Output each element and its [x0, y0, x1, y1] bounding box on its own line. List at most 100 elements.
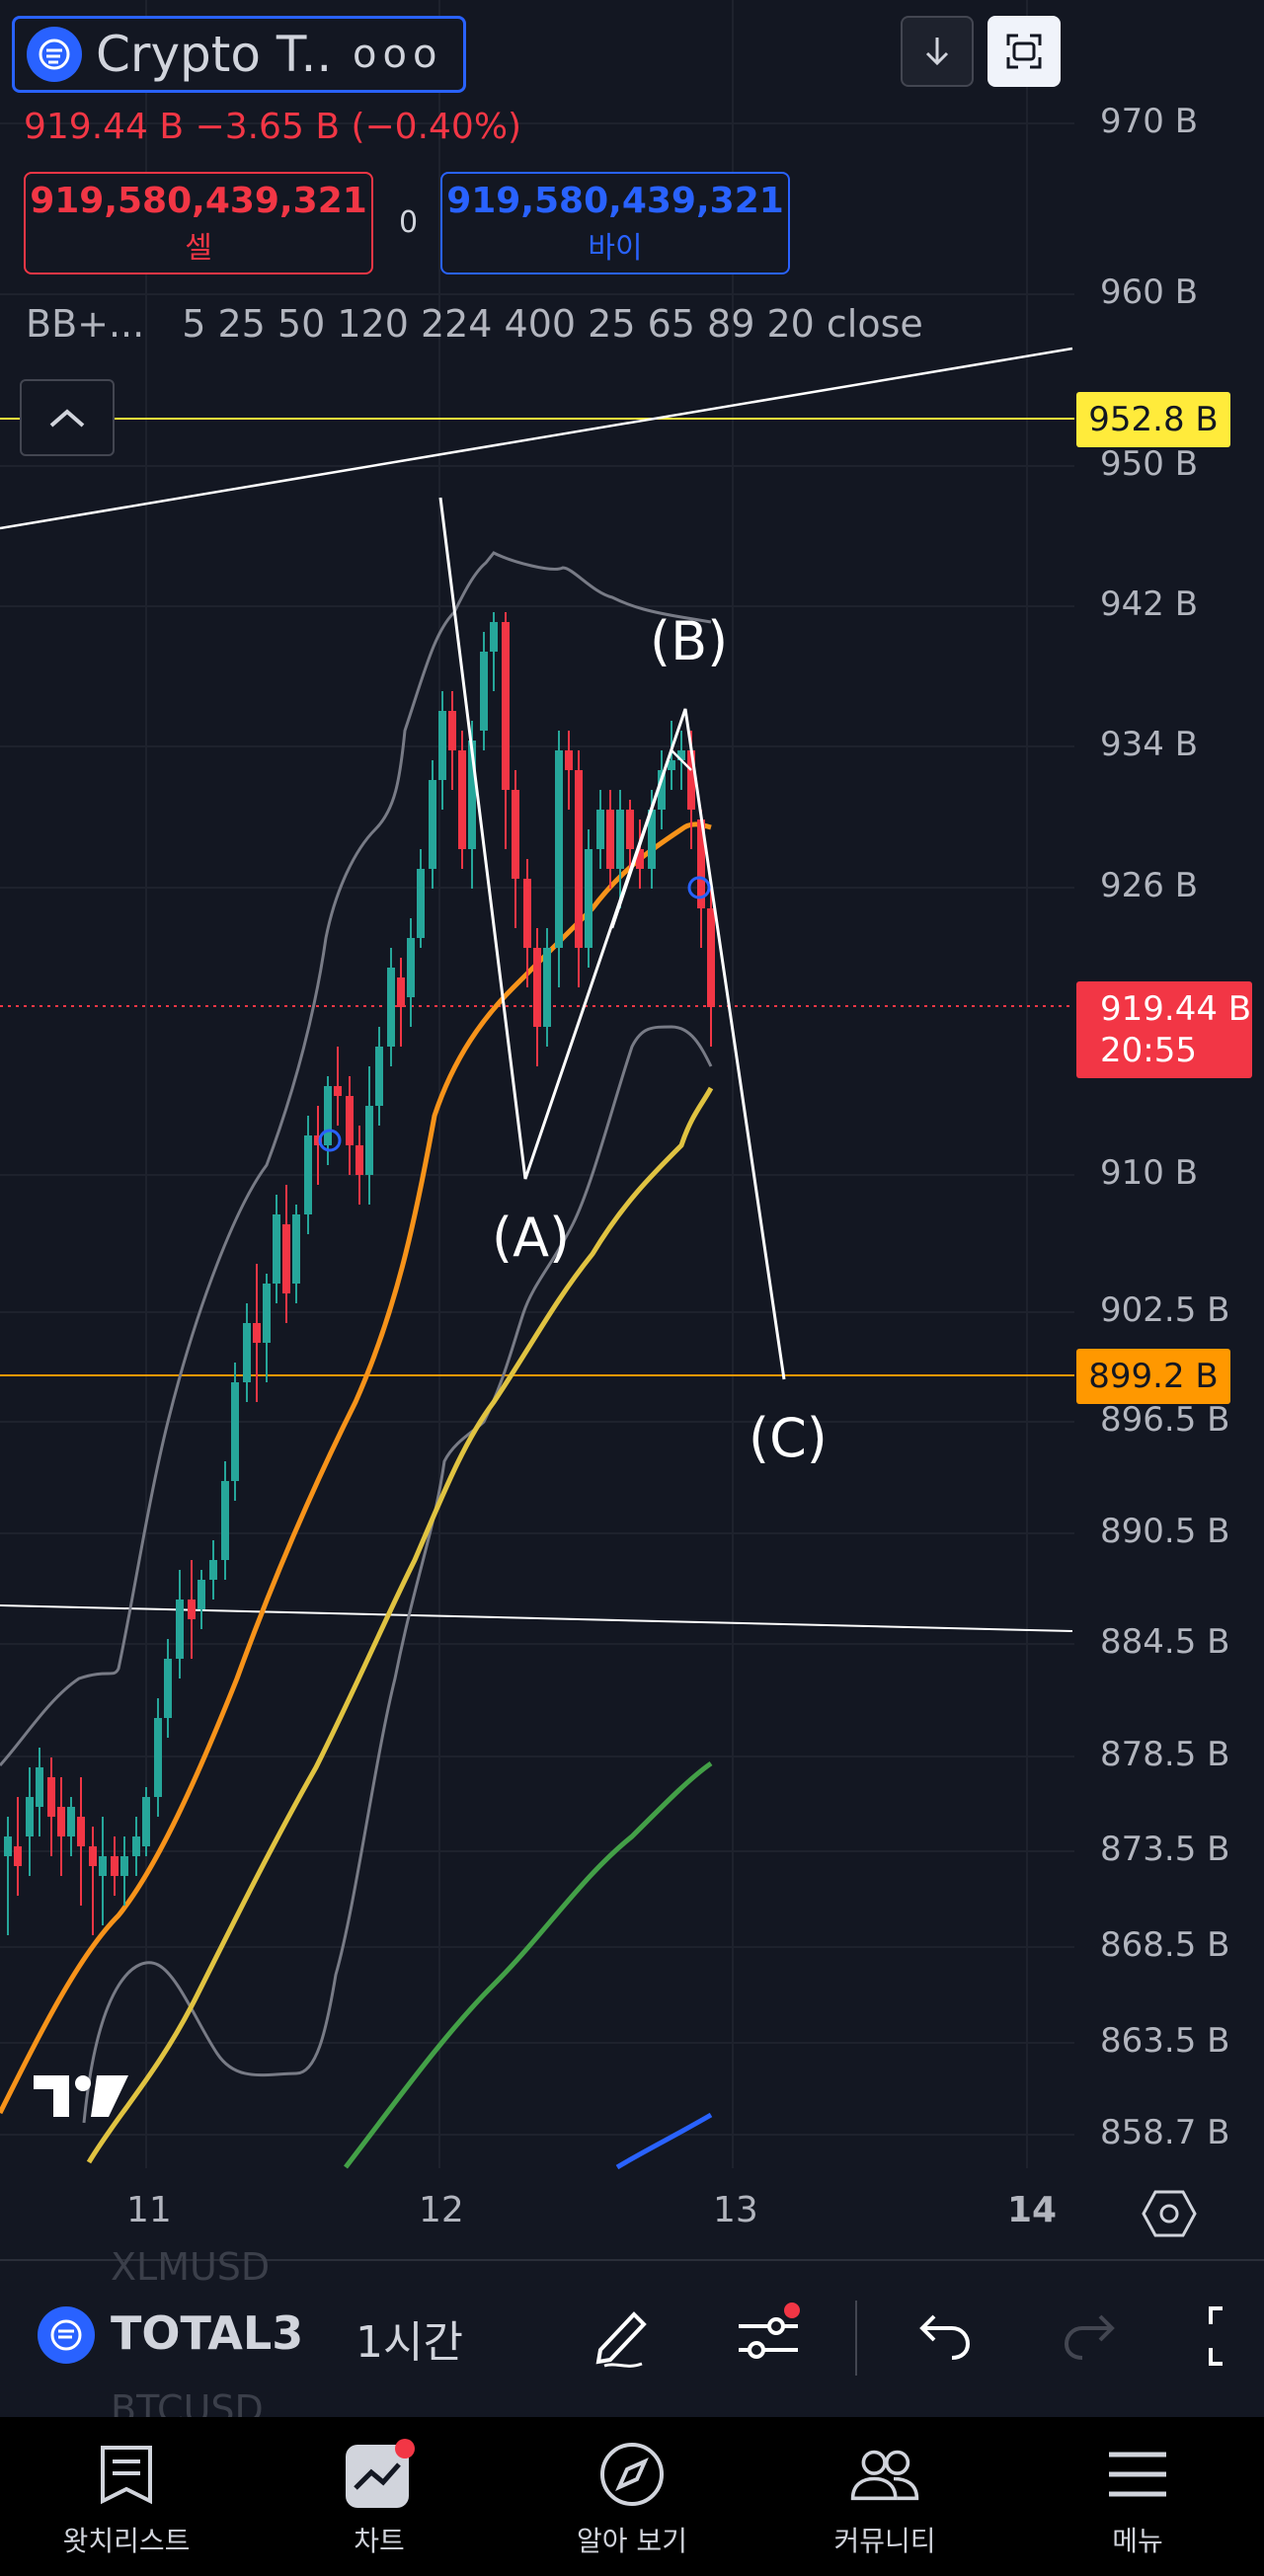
candle	[523, 859, 531, 987]
spread-value: 0	[399, 205, 419, 240]
candle	[304, 1116, 312, 1234]
download-button[interactable]	[901, 16, 974, 87]
fullscreen-icon	[1006, 34, 1042, 69]
candle	[707, 889, 715, 1047]
candle	[616, 790, 624, 908]
buy-button[interactable]: 919,580,439,321 바이	[440, 172, 790, 274]
current-price: 919.44 B	[1100, 989, 1252, 1029]
nav-label: 알아 보기	[577, 2525, 687, 2557]
ghost-symbol-above: XLMUSD	[111, 2245, 271, 2289]
fullscreen-toggle-button[interactable]	[1205, 2304, 1264, 2372]
candle	[120, 1836, 128, 1906]
upper-trendline	[0, 347, 1073, 530]
candle	[221, 1461, 229, 1580]
lower-trendline	[0, 1604, 1073, 1632]
price-axis-label: 910 B	[1100, 1153, 1199, 1193]
price-axis-label: 902.5 B	[1100, 1290, 1230, 1330]
candle	[543, 928, 551, 1047]
hamburger-menu-icon	[1102, 2439, 1173, 2510]
undo-button[interactable]	[907, 2304, 978, 2372]
candle	[77, 1777, 85, 1906]
orange-level-tag: 899.2 B	[1076, 1349, 1230, 1404]
collapse-legend-button[interactable]	[20, 379, 115, 456]
compass-icon	[596, 2439, 668, 2510]
wave-label-c: (C)	[749, 1407, 828, 1469]
candle	[606, 790, 614, 889]
watchlist-icon	[91, 2439, 162, 2510]
bar-countdown: 20:55	[1100, 1031, 1197, 1070]
nav-menu[interactable]: 메뉴	[1011, 2417, 1264, 2576]
indicator-legend[interactable]: BB+... 5 25 50 120 224 400 25 65 89 20 cl…	[26, 302, 923, 346]
signal-marker	[687, 876, 711, 899]
redo-icon	[1064, 2314, 1115, 2360]
nav-explore[interactable]: 알아 보기	[506, 2417, 758, 2576]
candle	[448, 691, 456, 790]
wave-label-a: (A)	[492, 1207, 571, 1269]
toolbar-symbol[interactable]: TOTAL3	[111, 2306, 304, 2360]
buy-price: 919,580,439,321	[446, 180, 784, 221]
sell-price: 919,580,439,321	[30, 180, 367, 221]
candle	[57, 1777, 65, 1876]
time-label: 12	[419, 2190, 464, 2230]
ma-blue	[615, 2112, 713, 2170]
chart-grid	[0, 0, 1074, 2168]
candle	[132, 1817, 140, 1876]
nav-label: 왓치리스트	[62, 2525, 191, 2557]
candle	[334, 1047, 342, 1126]
sell-label: 셀	[185, 230, 212, 266]
candle	[387, 948, 395, 1066]
price-axis-label: 942 B	[1100, 585, 1199, 624]
redo-button[interactable]	[1057, 2304, 1128, 2372]
candle	[490, 612, 498, 691]
candle	[111, 1836, 118, 1896]
candle	[658, 750, 666, 829]
candle	[502, 612, 510, 849]
candle	[99, 1817, 107, 1925]
candle	[188, 1560, 196, 1659]
interval-selector[interactable]: 1시간	[356, 2317, 463, 2368]
ma-orange	[0, 821, 712, 2115]
candle	[14, 1797, 22, 1896]
bollinger-upper-band	[0, 551, 712, 1766]
price-axis-label: 884.5 B	[1100, 1622, 1230, 1662]
candle	[346, 1076, 354, 1175]
candle	[47, 1757, 55, 1856]
candle	[164, 1639, 172, 1738]
time-label: 11	[126, 2190, 172, 2230]
nav-community[interactable]: 커뮤니티	[758, 2417, 1011, 2576]
candle	[243, 1303, 251, 1402]
draw-tool-button[interactable]	[587, 2301, 658, 2376]
candlesticks	[4, 612, 715, 1935]
fullscreen-button[interactable]	[988, 16, 1061, 87]
candle	[575, 750, 583, 987]
nav-label: 커뮤니티	[833, 2525, 936, 2557]
indicators-button[interactable]	[733, 2301, 804, 2376]
price-axis-label: 858.7 B	[1100, 2113, 1230, 2152]
candle	[429, 760, 436, 889]
nav-label: 메뉴	[1112, 2525, 1163, 2557]
nav-chart[interactable]: 차트	[253, 2417, 506, 2576]
candle	[565, 731, 573, 810]
symbol-icon[interactable]	[38, 2306, 95, 2364]
candle	[209, 1540, 217, 1600]
nav-watchlist[interactable]: 왓치리스트	[0, 2417, 253, 2576]
settings-hexagon-icon	[1142, 2190, 1197, 2237]
candle	[198, 1570, 205, 1629]
price-axis-label: 934 B	[1100, 725, 1199, 764]
candle	[365, 1066, 373, 1205]
time-label: 14	[1007, 2190, 1058, 2230]
ma-green	[344, 1760, 713, 2169]
sell-button[interactable]: 919,580,439,321 셀	[24, 172, 373, 274]
candle	[512, 770, 519, 928]
symbol-selector[interactable]: Crypto T... ooo	[12, 16, 466, 93]
candle	[314, 1106, 322, 1185]
chart-settings-button[interactable]	[1142, 2186, 1197, 2245]
elliott-wave-path	[438, 497, 786, 1380]
sliders-icon	[739, 2303, 800, 2359]
candle	[480, 632, 488, 750]
candle	[324, 1076, 332, 1165]
price-axis-label: 950 B	[1100, 444, 1199, 484]
more-options-icon[interactable]: ooo	[353, 32, 443, 77]
price-chart[interactable]	[0, 0, 1264, 2259]
candle	[533, 928, 541, 1066]
